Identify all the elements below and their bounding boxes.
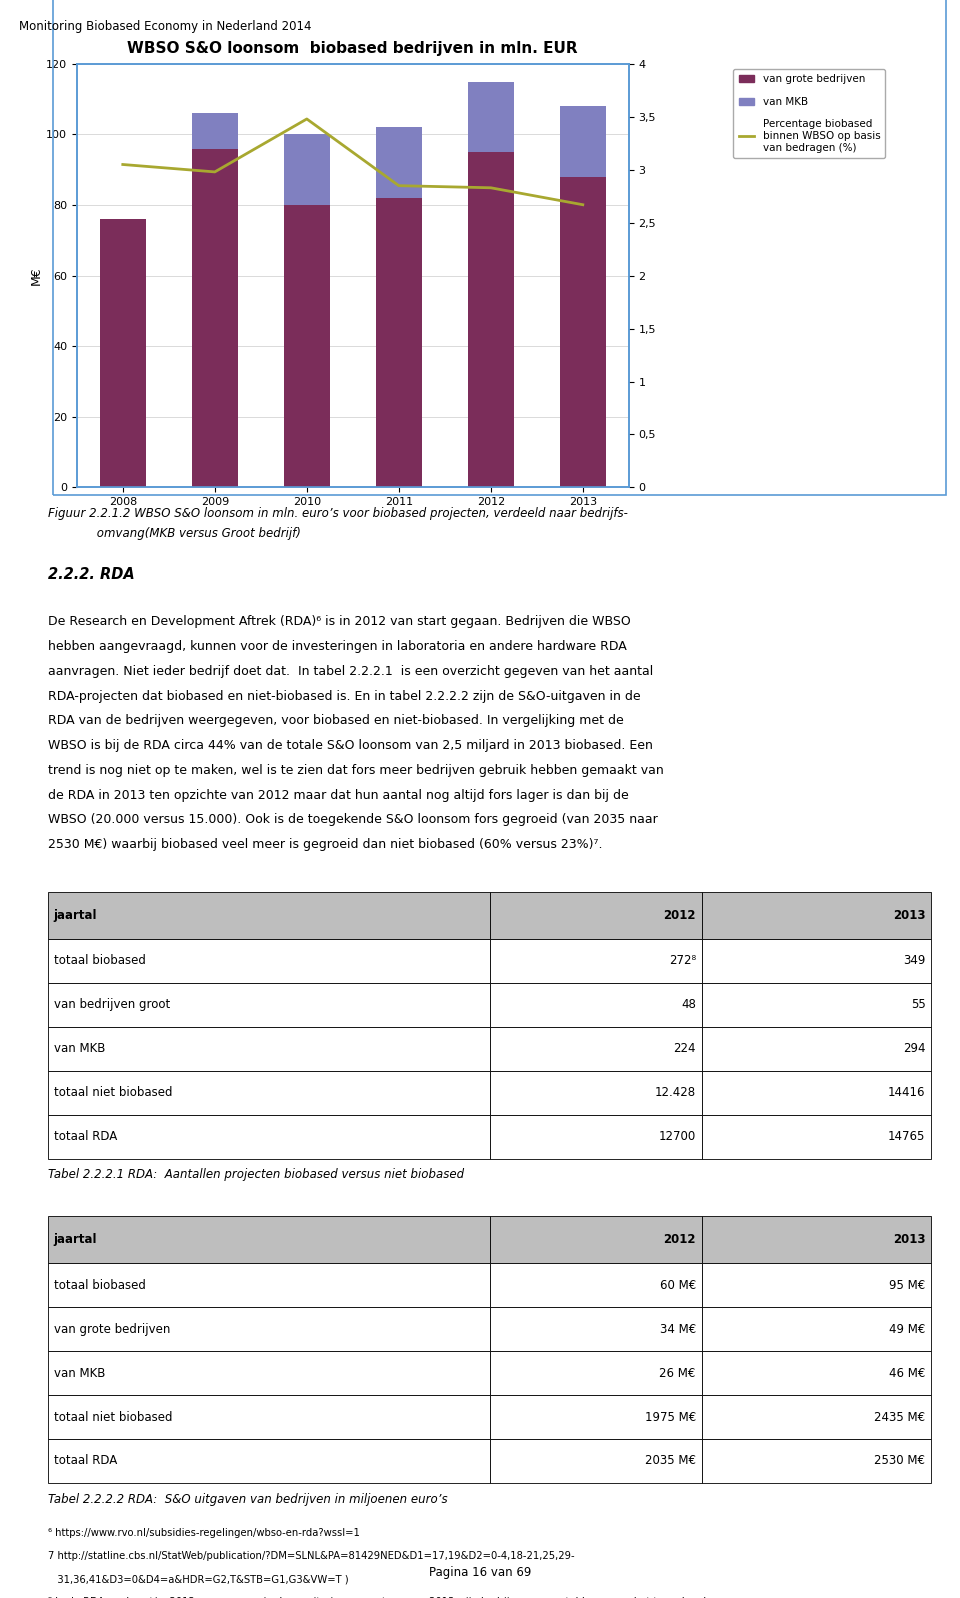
Text: de RDA in 2013 ten opzichte van 2012 maar dat hun aantal nog altijd fors lager i: de RDA in 2013 ten opzichte van 2012 maa… bbox=[48, 788, 629, 802]
Title: WBSO S&O loonsom  biobased bedrijven in mln. EUR: WBSO S&O loonsom biobased bedrijven in m… bbox=[128, 42, 578, 56]
Text: 12700: 12700 bbox=[659, 1130, 696, 1143]
Text: 2530 M€: 2530 M€ bbox=[875, 1454, 925, 1467]
Bar bbox=[100, 219, 146, 487]
Text: 1975 M€: 1975 M€ bbox=[644, 1411, 696, 1424]
Bar bbox=[560, 177, 606, 487]
Text: Figuur 2.2.1.2 WBSO S&O loonsom in mln. euro’s voor biobased projecten, verdeeld: Figuur 2.2.1.2 WBSO S&O loonsom in mln. … bbox=[48, 507, 628, 519]
Text: Tabel 2.2.2.2 RDA:  S&O uitgaven van bedrijven in miljoenen euro’s: Tabel 2.2.2.2 RDA: S&O uitgaven van bedr… bbox=[48, 1493, 447, 1505]
Text: 2530 M€) waarbij biobased veel meer is gegroeid dan niet biobased (60% versus 23: 2530 M€) waarbij biobased veel meer is g… bbox=[48, 837, 603, 852]
Text: 2012: 2012 bbox=[663, 909, 696, 922]
Text: totaal biobased: totaal biobased bbox=[54, 954, 146, 967]
Text: 349: 349 bbox=[903, 954, 925, 967]
Bar bbox=[284, 134, 330, 205]
Bar bbox=[192, 113, 238, 149]
Text: Tabel 2.2.2.1 RDA:  Aantallen projecten biobased versus niet biobased: Tabel 2.2.2.1 RDA: Aantallen projecten b… bbox=[48, 1168, 464, 1181]
Text: omvang(MKB versus Groot bedrijf): omvang(MKB versus Groot bedrijf) bbox=[48, 527, 300, 540]
Text: ⁶ https://www.rvo.nl/subsidies-regelingen/wbso-en-rda?wssl=1: ⁶ https://www.rvo.nl/subsidies-regelinge… bbox=[48, 1528, 360, 1537]
Text: RDA-projecten dat biobased en niet-biobased is. En in tabel 2.2.2.2 zijn de S&O-: RDA-projecten dat biobased en niet-bioba… bbox=[48, 690, 640, 703]
Bar bbox=[192, 149, 238, 487]
Text: WBSO (20.000 versus 15.000). Ook is de toegekende S&O loonsom fors gegroeid (van: WBSO (20.000 versus 15.000). Ook is de t… bbox=[48, 813, 658, 826]
Text: 2012: 2012 bbox=[663, 1234, 696, 1246]
Text: 2035 M€: 2035 M€ bbox=[645, 1454, 696, 1467]
Text: totaal RDA: totaal RDA bbox=[54, 1454, 117, 1467]
Text: 49 M€: 49 M€ bbox=[889, 1323, 925, 1336]
Text: van bedrijven groot: van bedrijven groot bbox=[54, 999, 170, 1012]
Text: 95 M€: 95 M€ bbox=[889, 1278, 925, 1291]
Text: 60 M€: 60 M€ bbox=[660, 1278, 696, 1291]
Bar bbox=[375, 198, 421, 487]
Text: 2.2.2. RDA: 2.2.2. RDA bbox=[48, 567, 134, 582]
Text: De Research en Development Aftrek (RDA)⁶ is in 2012 van start gegaan. Bedrijven : De Research en Development Aftrek (RDA)⁶… bbox=[48, 615, 631, 628]
Text: 31,36,41&D3=0&D4=a&HDR=G2,T&STB=G1,G3&VW=T ): 31,36,41&D3=0&D4=a&HDR=G2,T&STB=G1,G3&VW… bbox=[48, 1574, 348, 1584]
Bar bbox=[284, 205, 330, 487]
Text: jaartal: jaartal bbox=[54, 909, 97, 922]
Text: 46 M€: 46 M€ bbox=[889, 1366, 925, 1379]
Bar bbox=[468, 81, 514, 152]
Y-axis label: M€: M€ bbox=[30, 267, 43, 284]
Text: 2013: 2013 bbox=[893, 909, 925, 922]
Text: hebben aangevraagd, kunnen voor de investeringen in laboratoria en andere hardwa: hebben aangevraagd, kunnen voor de inves… bbox=[48, 641, 627, 654]
Bar bbox=[375, 128, 421, 198]
Text: jaartal: jaartal bbox=[54, 1234, 97, 1246]
Text: totaal RDA: totaal RDA bbox=[54, 1130, 117, 1143]
Text: 7 http://statline.cbs.nl/StatWeb/publication/?DM=SLNL&PA=81429NED&D1=17,19&D2=0-: 7 http://statline.cbs.nl/StatWeb/publica… bbox=[48, 1550, 575, 1561]
Text: 26 M€: 26 M€ bbox=[660, 1366, 696, 1379]
Text: van grote bedrijven: van grote bedrijven bbox=[54, 1323, 170, 1336]
Text: 14765: 14765 bbox=[888, 1130, 925, 1143]
Text: 48: 48 bbox=[681, 999, 696, 1012]
Text: 2013: 2013 bbox=[893, 1234, 925, 1246]
Text: 294: 294 bbox=[903, 1042, 925, 1055]
Text: Monitoring Biobased Economy in Nederland 2014: Monitoring Biobased Economy in Nederland… bbox=[19, 19, 312, 34]
Text: 272⁸: 272⁸ bbox=[669, 954, 696, 967]
Bar bbox=[560, 105, 606, 177]
Bar bbox=[468, 152, 514, 487]
Text: RDA van de bedrijven weergegeven, voor biobased en niet-biobased. In vergelijkin: RDA van de bedrijven weergegeven, voor b… bbox=[48, 714, 624, 727]
Text: 224: 224 bbox=[673, 1042, 696, 1055]
Text: 14416: 14416 bbox=[888, 1087, 925, 1099]
Text: Pagina 16 van 69: Pagina 16 van 69 bbox=[429, 1566, 531, 1579]
Text: 12.428: 12.428 bbox=[655, 1087, 696, 1099]
Text: aanvragen. Niet ieder bedrijf doet dat.  In tabel 2.2.2.1  is een overzicht gege: aanvragen. Niet ieder bedrijf doet dat. … bbox=[48, 665, 653, 678]
Text: 34 M€: 34 M€ bbox=[660, 1323, 696, 1336]
Text: WBSO is bij de RDA circa 44% van de totale S&O loonsom van 2,5 miljard in 2013 b: WBSO is bij de RDA circa 44% van de tota… bbox=[48, 738, 653, 753]
Text: totaal niet biobased: totaal niet biobased bbox=[54, 1411, 172, 1424]
Text: 2435 M€: 2435 M€ bbox=[875, 1411, 925, 1424]
Text: van MKB: van MKB bbox=[54, 1366, 106, 1379]
Text: totaal niet biobased: totaal niet biobased bbox=[54, 1087, 172, 1099]
Text: trend is nog niet op te maken, wel is te zien dat fors meer bedrijven gebruik he: trend is nog niet op te maken, wel is te… bbox=[48, 764, 663, 777]
Text: totaal biobased: totaal biobased bbox=[54, 1278, 146, 1291]
Text: van MKB: van MKB bbox=[54, 1042, 106, 1055]
Text: 55: 55 bbox=[911, 999, 925, 1012]
Legend: van grote bedrijven, van MKB, Percentage biobased
binnen WBSO op basis
van bedra: van grote bedrijven, van MKB, Percentage… bbox=[733, 69, 885, 158]
